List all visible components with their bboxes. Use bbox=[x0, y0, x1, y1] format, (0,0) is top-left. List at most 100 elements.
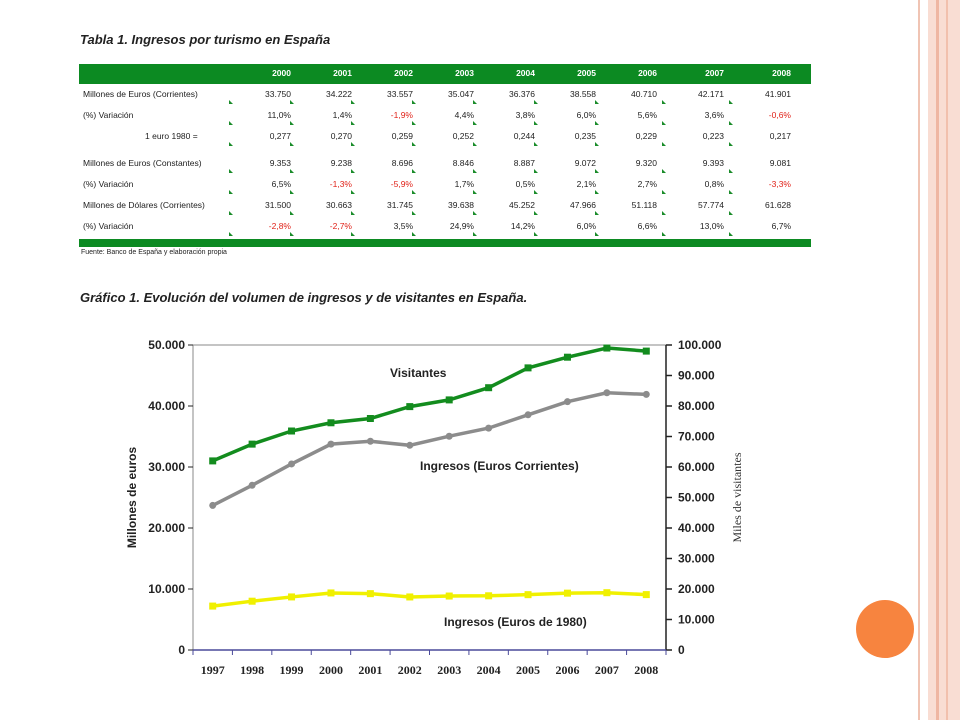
series-point bbox=[563, 353, 571, 361]
table-cell: 9.353 bbox=[269, 158, 291, 168]
decorative-border-line bbox=[936, 0, 939, 720]
series-point bbox=[485, 592, 493, 600]
series-point bbox=[288, 427, 296, 435]
cell-comment-marker bbox=[595, 169, 599, 173]
series-point bbox=[327, 589, 335, 597]
table-cell: 0,277 bbox=[269, 131, 291, 141]
cell-comment-marker bbox=[412, 121, 416, 125]
table-cell: 8.887 bbox=[513, 158, 535, 168]
series-point bbox=[327, 440, 335, 448]
cell-comment-marker bbox=[729, 211, 733, 215]
cell-comment-marker bbox=[351, 190, 355, 194]
series-point bbox=[642, 591, 650, 599]
table-cell: 34.222 bbox=[326, 89, 352, 99]
y-tick-label: 50.000 bbox=[148, 338, 185, 352]
y2-tick-label: 10.000 bbox=[678, 613, 715, 627]
y2-tick-label: 20.000 bbox=[678, 582, 715, 596]
series-point bbox=[524, 364, 532, 372]
table-cell: 31.500 bbox=[265, 200, 291, 210]
table-row-label: Millones de Euros (Corrientes) bbox=[83, 89, 198, 99]
y-tick-label: 0 bbox=[178, 643, 185, 657]
cell-comment-marker bbox=[229, 211, 233, 215]
income-table: 2000 2001 2002 2003 2004 2005 2006 2007 2008 Mil… bbox=[79, 64, 811, 256]
cell-comment-marker bbox=[595, 142, 599, 146]
table-year-header: 2000 bbox=[272, 68, 291, 78]
y2-tick-label: 30.000 bbox=[678, 552, 715, 566]
cell-comment-marker bbox=[729, 142, 733, 146]
cell-comment-marker bbox=[290, 121, 294, 125]
cell-comment-marker bbox=[595, 121, 599, 125]
x-tick-label: 2003 bbox=[437, 663, 461, 677]
cell-comment-marker bbox=[229, 232, 233, 236]
table-cell: -1,3% bbox=[329, 179, 352, 189]
table-year-header: 2007 bbox=[705, 68, 724, 78]
table-cell: 36.376 bbox=[509, 89, 535, 99]
table-row: Millones de Euros (Corrientes) 33.750 34.2… bbox=[79, 84, 811, 105]
table-cell: 6,0% bbox=[576, 221, 596, 231]
table-cell: -2,7% bbox=[329, 221, 352, 231]
y2-axis-title: Miles de visitantes bbox=[730, 452, 744, 542]
table-cell: 0,235 bbox=[574, 131, 596, 141]
table-row: 1 euro 1980 = 0,277 0,270 0,259 0,252 0,244 0,… bbox=[79, 126, 811, 147]
table-cell: 9.081 bbox=[769, 158, 791, 168]
cell-comment-marker bbox=[729, 100, 733, 104]
series-point bbox=[366, 437, 374, 445]
table-cell: 61.628 bbox=[765, 200, 791, 210]
table-cell: 4,4% bbox=[454, 110, 474, 120]
table-cell: 6,0% bbox=[576, 110, 596, 120]
y-tick-label: 40.000 bbox=[148, 399, 185, 413]
table-cell: 3,6% bbox=[704, 110, 724, 120]
cell-comment-marker bbox=[473, 121, 477, 125]
series-point bbox=[642, 390, 650, 398]
table-cell: 6,6% bbox=[637, 221, 657, 231]
cell-comment-marker bbox=[595, 232, 599, 236]
x-tick-label: 2007 bbox=[595, 663, 619, 677]
series-annotation: Visitantes bbox=[390, 366, 447, 380]
series-point bbox=[288, 460, 296, 468]
cell-comment-marker bbox=[351, 232, 355, 236]
cell-comment-marker bbox=[412, 190, 416, 194]
cell-comment-marker bbox=[729, 169, 733, 173]
cell-comment-marker bbox=[534, 142, 538, 146]
cell-comment-marker bbox=[290, 142, 294, 146]
table-year-header: 2004 bbox=[516, 68, 535, 78]
table-cell: 0,229 bbox=[635, 131, 657, 141]
cell-comment-marker bbox=[534, 100, 538, 104]
series-point bbox=[248, 481, 256, 489]
table-cell: -5,9% bbox=[390, 179, 413, 189]
table-row-label: 1 euro 1980 = bbox=[145, 131, 198, 141]
table-row-label: (%) Variación bbox=[83, 110, 134, 120]
series-point bbox=[563, 589, 571, 597]
table-cell: 9.320 bbox=[635, 158, 657, 168]
cell-comment-marker bbox=[290, 100, 294, 104]
cell-comment-marker bbox=[662, 142, 666, 146]
series-point bbox=[406, 403, 414, 411]
cell-comment-marker bbox=[290, 190, 294, 194]
series-point bbox=[209, 602, 217, 610]
y2-tick-label: 60.000 bbox=[678, 460, 715, 474]
table-cell: 0,244 bbox=[513, 131, 535, 141]
table-row-label: (%) Variación bbox=[83, 221, 134, 231]
table-cell: 1,4% bbox=[332, 110, 352, 120]
cell-comment-marker bbox=[412, 142, 416, 146]
cell-comment-marker bbox=[229, 100, 233, 104]
y2-tick-label: 70.000 bbox=[678, 430, 715, 444]
table-cell: 31.745 bbox=[387, 200, 413, 210]
cell-comment-marker bbox=[290, 211, 294, 215]
cell-comment-marker bbox=[729, 232, 733, 236]
cell-comment-marker bbox=[595, 211, 599, 215]
table-cell: 0,217 bbox=[769, 131, 791, 141]
table-cell: 57.774 bbox=[698, 200, 724, 210]
table-cell: 14,2% bbox=[510, 221, 535, 231]
cell-comment-marker bbox=[473, 232, 477, 236]
table-year-header: 2006 bbox=[638, 68, 657, 78]
table-cell: 0,8% bbox=[704, 179, 724, 189]
x-tick-label: 1997 bbox=[201, 663, 225, 677]
cell-comment-marker bbox=[351, 100, 355, 104]
x-tick-label: 1999 bbox=[280, 663, 304, 677]
x-tick-label: 2005 bbox=[516, 663, 540, 677]
decorative-border-line bbox=[918, 0, 920, 720]
cell-comment-marker bbox=[290, 232, 294, 236]
table-cell: 0,259 bbox=[391, 131, 413, 141]
cell-comment-marker bbox=[662, 169, 666, 173]
